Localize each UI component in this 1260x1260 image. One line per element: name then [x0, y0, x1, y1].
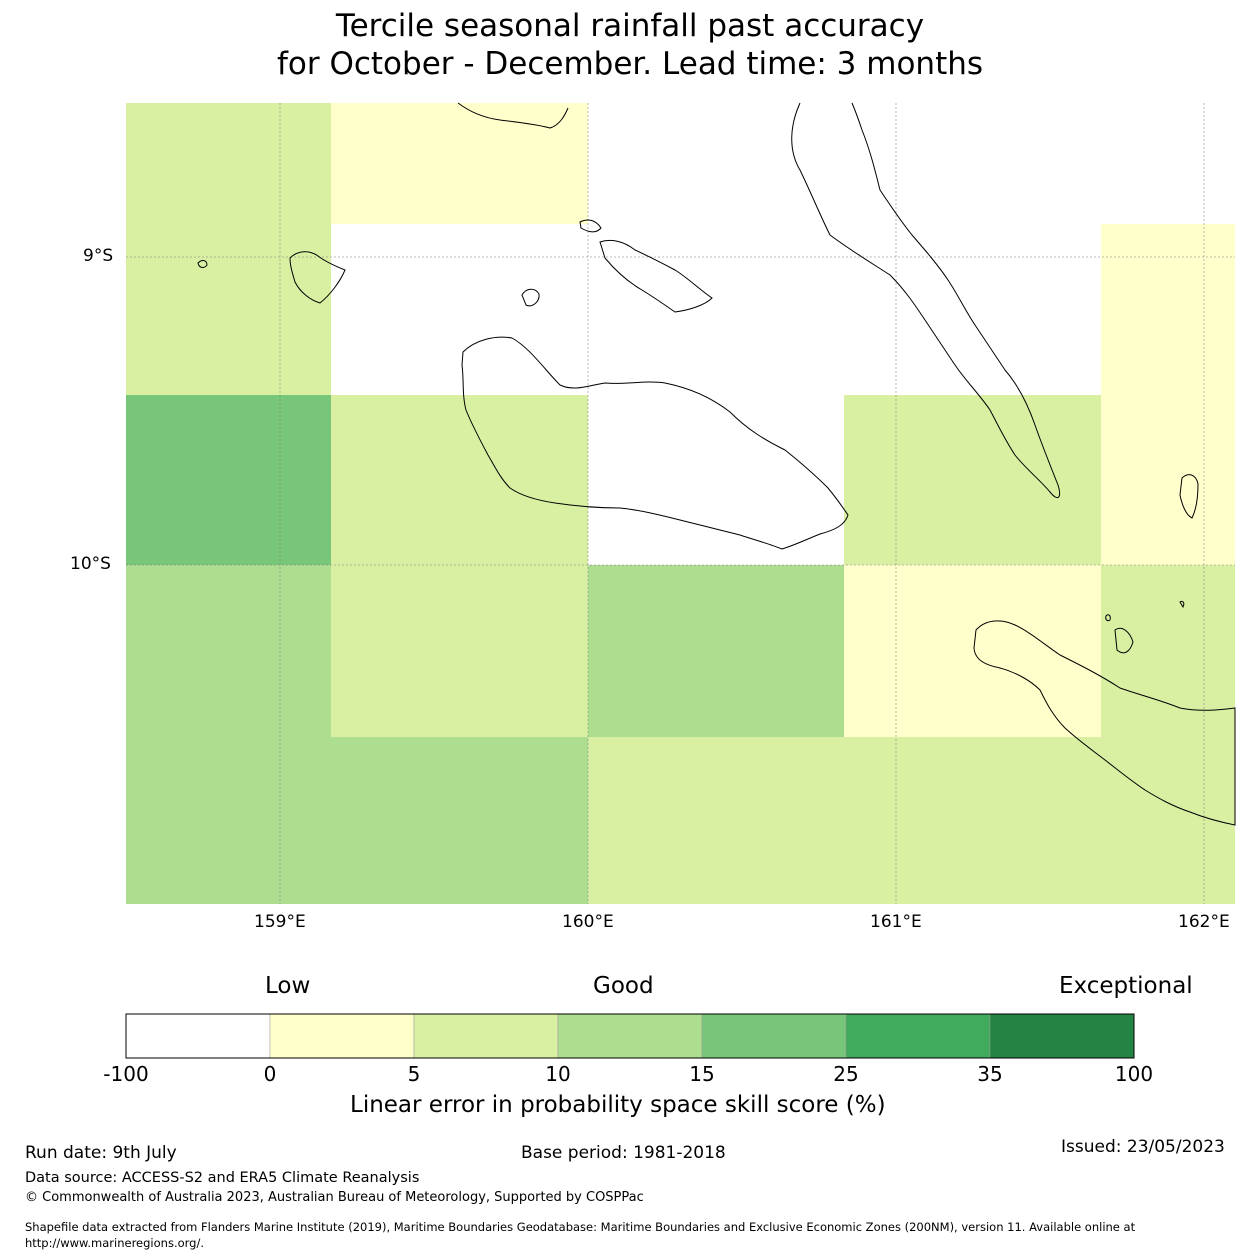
colorbar-title: Linear error in probability space skill …: [350, 1092, 886, 1118]
colorbar-good-label: Good: [593, 973, 654, 999]
cell: [844, 395, 1101, 565]
cell: [844, 737, 1101, 904]
colorbar-segment: [125, 1013, 271, 1059]
colorbar: [125, 1013, 1135, 1059]
map-title-line1: Tercile seasonal rainfall past accuracy: [335, 8, 925, 44]
colorbar-segment: [269, 1013, 415, 1059]
copyright: © Commonwealth of Australia 2023, Austra…: [25, 1190, 644, 1205]
lon-label-162e: 162°E: [1178, 912, 1230, 932]
cell: [1101, 224, 1235, 565]
colorbar-tick-label: 35: [977, 1062, 1003, 1086]
colorbar-tick-label: 10: [545, 1062, 571, 1086]
coastlines: [197, 102, 1236, 826]
cell: [1101, 565, 1235, 904]
cell: [331, 737, 588, 904]
lon-label-160e: 160°E: [562, 912, 614, 932]
base-period: Base period: 1981-2018: [521, 1143, 726, 1163]
colorbar-tick-label: 15: [689, 1062, 715, 1086]
colorbar-segment: [413, 1013, 559, 1059]
shapefile-credit-line1: Shapefile data extracted from Flanders M…: [25, 1220, 1136, 1234]
lat-label-9s: 9°S: [83, 246, 114, 266]
gridlines: [126, 103, 1235, 904]
cell: [126, 395, 331, 565]
cell: [126, 103, 331, 395]
colorbar-segment: [557, 1013, 703, 1059]
cell: [331, 103, 588, 224]
colorbar-segment: [989, 1013, 1135, 1059]
lat-label-10s: 10°S: [70, 554, 111, 574]
colorbar-tick-label: 0: [263, 1062, 277, 1086]
colorbar-tick-label: 100: [1114, 1062, 1154, 1086]
colorbar-low-label: Low: [265, 973, 311, 999]
cell: [126, 565, 331, 904]
colorbar-segment: [845, 1013, 991, 1059]
colorbar-exceptional-label: Exceptional: [1059, 973, 1193, 999]
colorbar-tick-label: -100: [103, 1062, 149, 1086]
lon-label-161e: 161°E: [870, 912, 922, 932]
data-source: Data source: ACCESS-S2 and ERA5 Climate …: [25, 1170, 420, 1186]
cell: [331, 395, 588, 737]
cell: [588, 565, 844, 737]
cell: [588, 737, 844, 904]
shapefile-credit-line2: http://www.marineregions.org/.: [25, 1236, 204, 1250]
map-title-line2: for October - December. Lead time: 3 mon…: [276, 46, 984, 82]
cell: [844, 565, 1101, 737]
colorbar-tick-label: 25: [833, 1062, 859, 1086]
colorbar-tick-label: 5: [407, 1062, 421, 1086]
issued-date: Issued: 23/05/2023: [1061, 1137, 1225, 1157]
colorbar-segment: [701, 1013, 847, 1059]
lon-label-159e: 159°E: [254, 912, 306, 932]
run-date: Run date: 9th July: [25, 1143, 177, 1163]
